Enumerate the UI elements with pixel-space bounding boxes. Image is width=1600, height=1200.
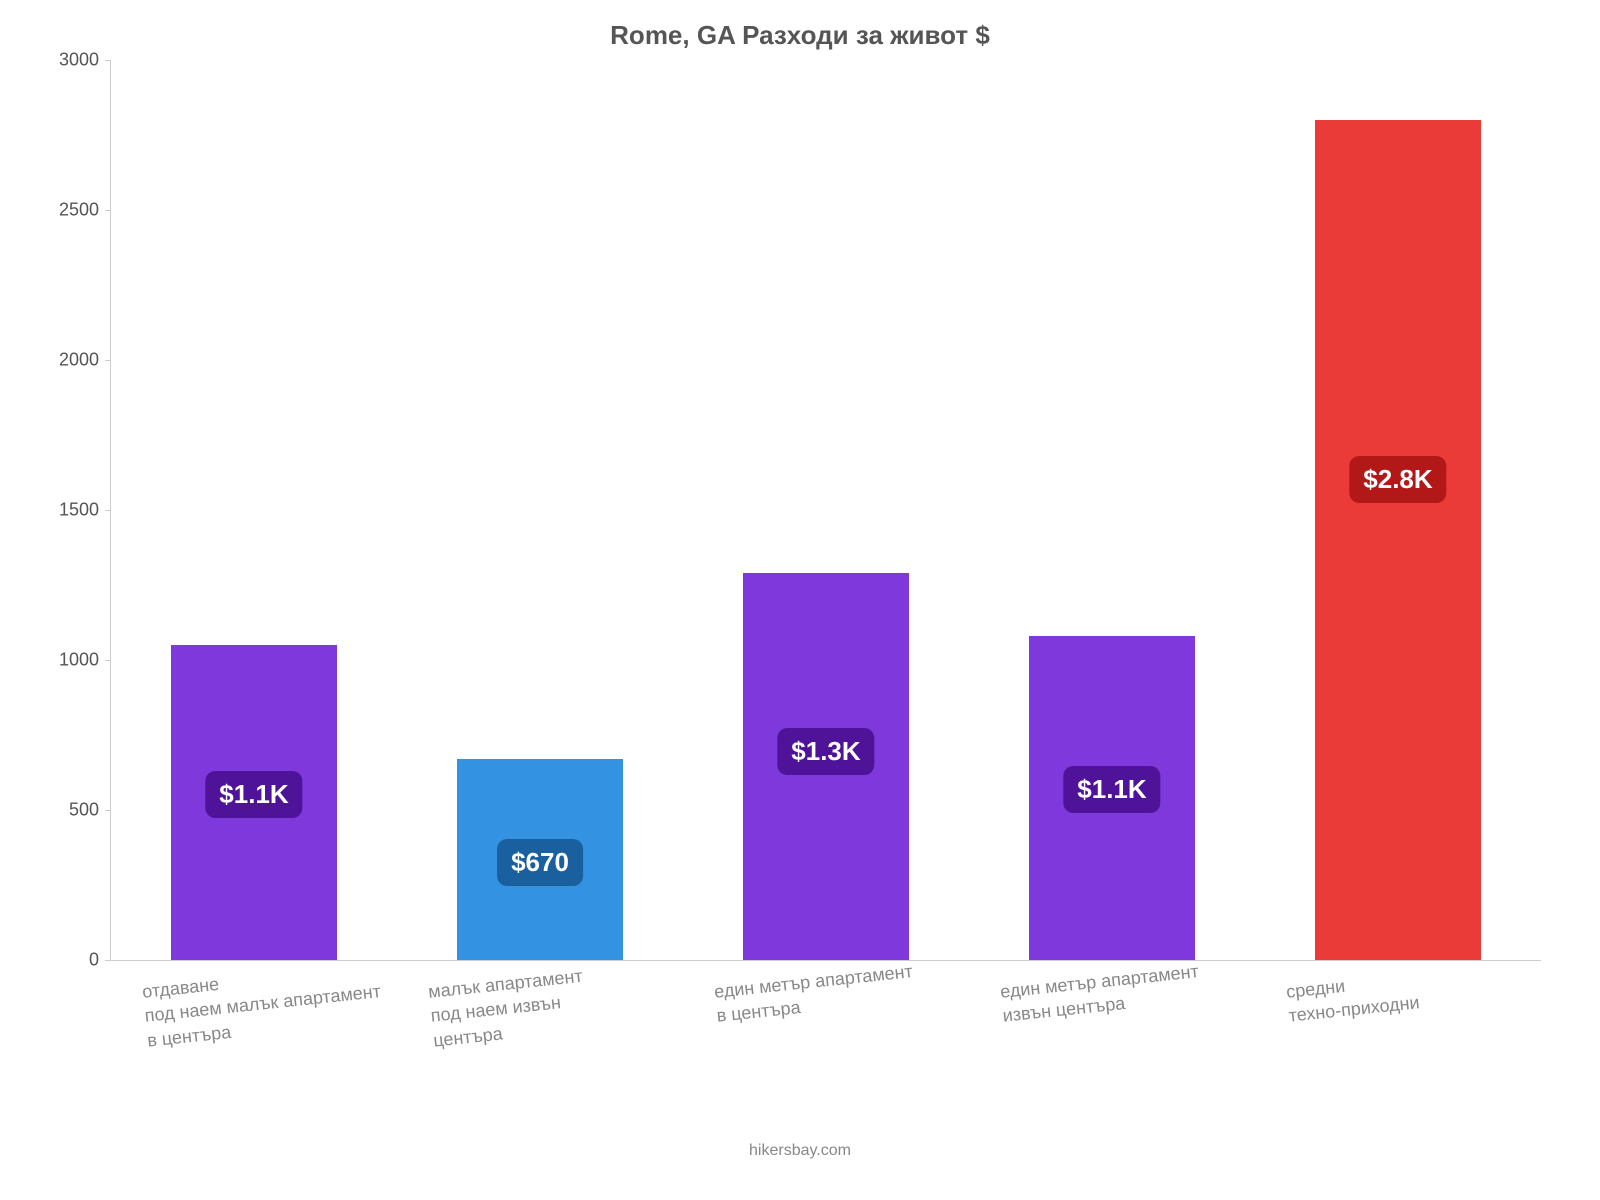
y-tick-label: 0: [89, 950, 99, 971]
y-tick-mark: [105, 60, 111, 61]
chart-title: Rome, GA Разходи за живот $: [0, 20, 1600, 51]
y-tick-label: 2000: [59, 350, 99, 371]
y-tick-label: 500: [69, 800, 99, 821]
x-category-label: един метър апартамент в центъра: [713, 959, 916, 1028]
y-tick-label: 3000: [59, 50, 99, 71]
x-category-label: отдаване под наем малък апартамент в цен…: [141, 955, 385, 1052]
x-category-label: средни техно-приходни: [1285, 966, 1421, 1028]
y-tick-label: 2500: [59, 200, 99, 221]
y-tick-mark: [105, 360, 111, 361]
bar-value-badge: $1.1K: [1063, 766, 1160, 813]
y-tick-mark: [105, 960, 111, 961]
y-tick-mark: [105, 510, 111, 511]
bar: $1.1K: [171, 645, 337, 960]
x-category-label: един метър апартамент извън центъра: [999, 959, 1202, 1028]
bar: $1.1K: [1029, 636, 1195, 960]
plot-area: 050010001500200025003000$1.1Kотдаване по…: [110, 60, 1541, 961]
bar-value-badge: $1.1K: [205, 771, 302, 818]
y-tick-label: 1500: [59, 500, 99, 521]
bar-value-badge: $2.8K: [1349, 456, 1446, 503]
y-tick-label: 1000: [59, 650, 99, 671]
credit-text: hikersbay.com: [0, 1142, 1600, 1160]
bar-value-badge: $1.3K: [777, 728, 874, 775]
y-tick-mark: [105, 660, 111, 661]
x-category-label: малък апартамент под наем извън центъра: [427, 964, 589, 1053]
cost-of-living-chart: Rome, GA Разходи за живот $ 050010001500…: [0, 0, 1600, 1200]
y-tick-mark: [105, 810, 111, 811]
bar-value-badge: $670: [497, 839, 583, 886]
bar: $670: [457, 759, 623, 960]
bar: $1.3K: [743, 573, 909, 960]
bar: $2.8K: [1315, 120, 1481, 960]
y-tick-mark: [105, 210, 111, 211]
